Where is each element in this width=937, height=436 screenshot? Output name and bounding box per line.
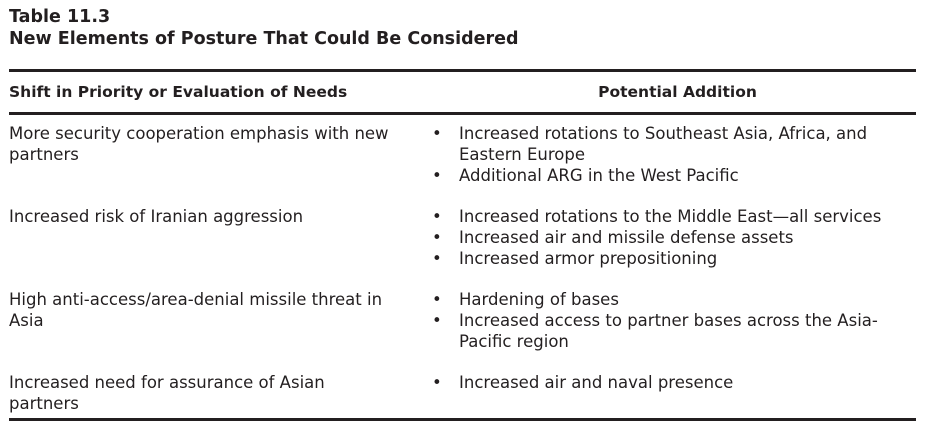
addition-cell: Increased rotations to the Middle East—a… [419, 206, 916, 269]
shift-cell: High anti-access/area-denial missile thr… [9, 290, 383, 330]
posture-table: Shift in Priority or Evaluation of Needs… [9, 69, 916, 421]
addition-list: Hardening of bases Increased access to p… [419, 289, 916, 352]
addition-item: Increased rotations to the Middle East—a… [429, 206, 916, 227]
table-top-rule [9, 69, 916, 72]
table-row: Increased need for assurance of Asian pa… [9, 372, 916, 414]
addition-list: Increased air and naval presence [419, 372, 916, 393]
table-row: High anti-access/area-denial missile thr… [9, 289, 916, 352]
addition-item: Increased air and naval presence [429, 372, 916, 393]
addition-list: Increased rotations to the Middle East—a… [419, 206, 916, 269]
column-header-addition: Potential Addition [598, 83, 757, 101]
addition-item: Increased rotations to Southeast Asia, A… [429, 123, 916, 165]
addition-cell: Hardening of bases Increased access to p… [419, 289, 916, 352]
shift-cell: Increased risk of Iranian aggression [9, 207, 304, 226]
addition-list: Increased rotations to Southeast Asia, A… [419, 123, 916, 186]
table-header-rule [9, 112, 916, 115]
addition-item: Hardening of bases [429, 289, 916, 310]
shift-cell: Increased need for assurance of Asian pa… [9, 373, 325, 413]
shift-cell: More security cooperation emphasis with … [9, 124, 389, 164]
addition-item: Increased armor prepositioning [429, 248, 916, 269]
addition-cell: Increased air and naval presence [419, 372, 916, 414]
addition-cell: Increased rotations to Southeast Asia, A… [419, 123, 916, 186]
addition-item: Increased access to partner bases across… [429, 310, 916, 352]
table-header-row: Shift in Priority or Evaluation of Needs… [9, 72, 916, 112]
table-bottom-rule [9, 418, 916, 421]
table-body: More security cooperation emphasis with … [9, 115, 916, 415]
addition-item: Additional ARG in the West Pacific [429, 165, 916, 186]
addition-item: Increased air and missile defense assets [429, 227, 916, 248]
table-title: New Elements of Posture That Could Be Co… [9, 29, 519, 49]
table-caption: Table 11.3 New Elements of Posture That … [9, 6, 519, 50]
table-row: More security cooperation emphasis with … [9, 123, 916, 186]
table-number: Table 11.3 [9, 7, 111, 27]
table-row: Increased risk of Iranian aggression Inc… [9, 206, 916, 269]
column-header-shift: Shift in Priority or Evaluation of Needs [9, 83, 348, 101]
